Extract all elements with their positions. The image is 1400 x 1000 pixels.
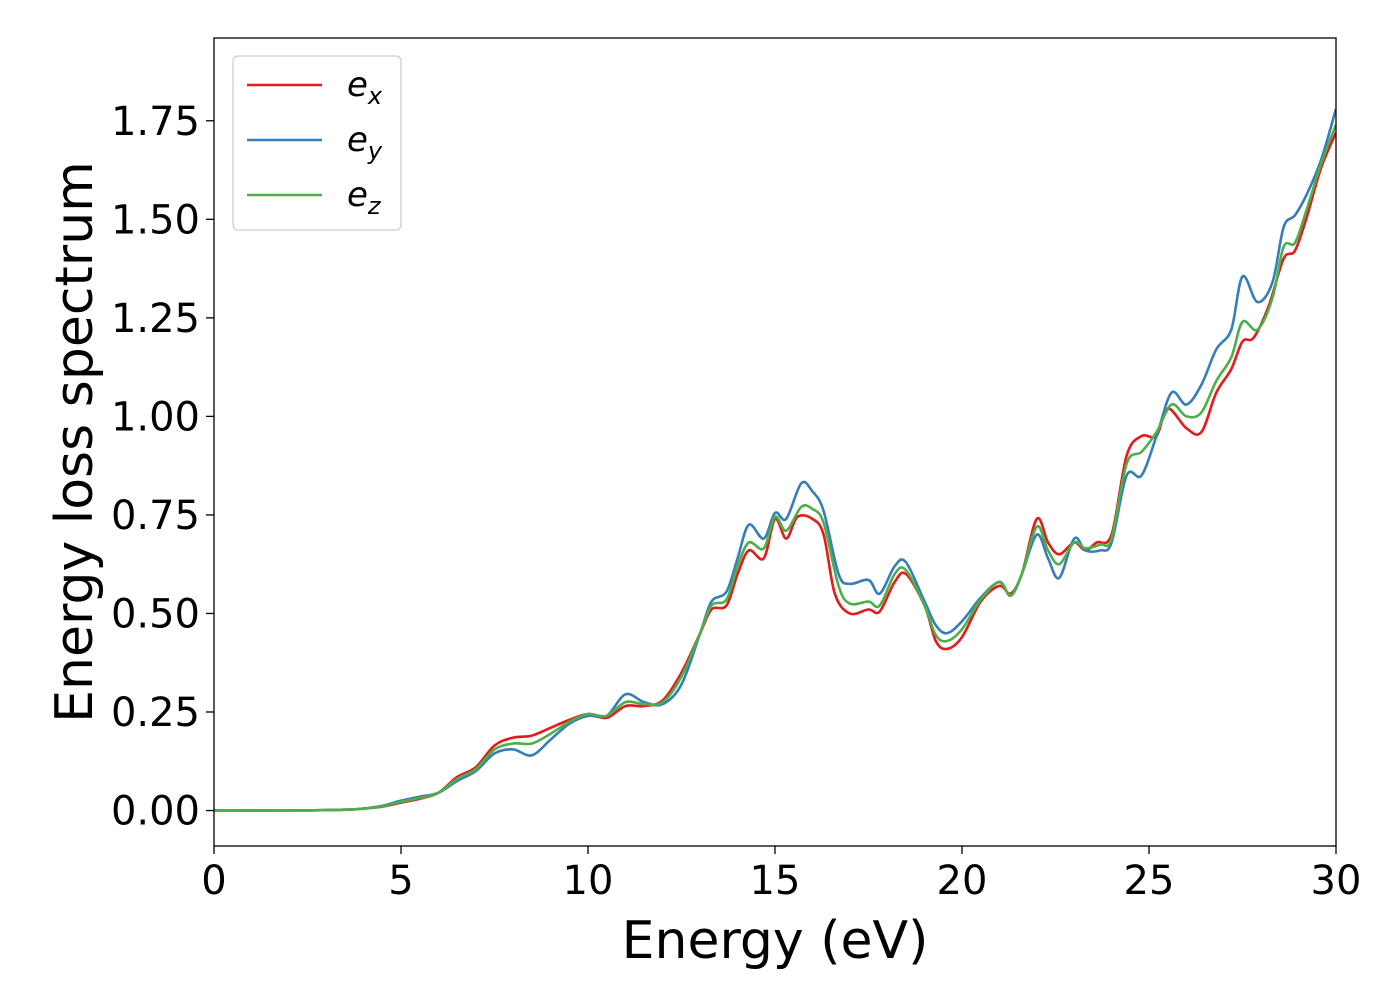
x-axis-label: Energy (eV): [622, 911, 929, 971]
y-tick-label: 0.50: [111, 591, 200, 637]
x-axis: 0 5 10 15 20 25 30: [201, 846, 1361, 904]
legend-label-base: e: [347, 175, 368, 215]
legend-label-subscript: z: [367, 192, 382, 220]
series-line-x: [214, 132, 1336, 812]
legend-label-base: e: [347, 65, 368, 105]
y-tick-label: 1.50: [111, 197, 200, 243]
legend-label-subscript: y: [367, 137, 383, 165]
x-tick-label: 15: [750, 858, 801, 904]
y-tick-label: 0.75: [111, 493, 200, 539]
legend-label: ey: [347, 120, 383, 165]
legend-label: ex: [347, 65, 383, 110]
series-line-z: [214, 124, 1336, 812]
y-axis-label: Energy loss spectrum: [45, 161, 105, 723]
y-tick-label: 1.25: [111, 296, 200, 342]
x-tick-label: 30: [1311, 858, 1362, 904]
series-line-y: [214, 108, 1336, 812]
y-tick-label: 0.00: [111, 789, 200, 835]
legend-label: ez: [347, 175, 382, 220]
legend-label-base: e: [347, 120, 368, 160]
x-tick-label: 25: [1124, 858, 1175, 904]
legend-box: [232, 55, 402, 231]
x-tick-label: 5: [388, 858, 413, 904]
x-tick-label: 0: [201, 858, 226, 904]
legend-label-subscript: x: [367, 82, 383, 110]
y-axis: 0.00 0.25 0.50 0.75 1.00 1.25 1.50 1.75: [111, 99, 214, 835]
y-tick-label: 1.00: [111, 394, 200, 440]
y-tick-label: 0.25: [111, 690, 200, 736]
x-tick-label: 10: [563, 858, 614, 904]
plot-area: [214, 108, 1336, 812]
x-tick-label: 20: [937, 858, 988, 904]
y-tick-label: 1.75: [111, 99, 200, 145]
